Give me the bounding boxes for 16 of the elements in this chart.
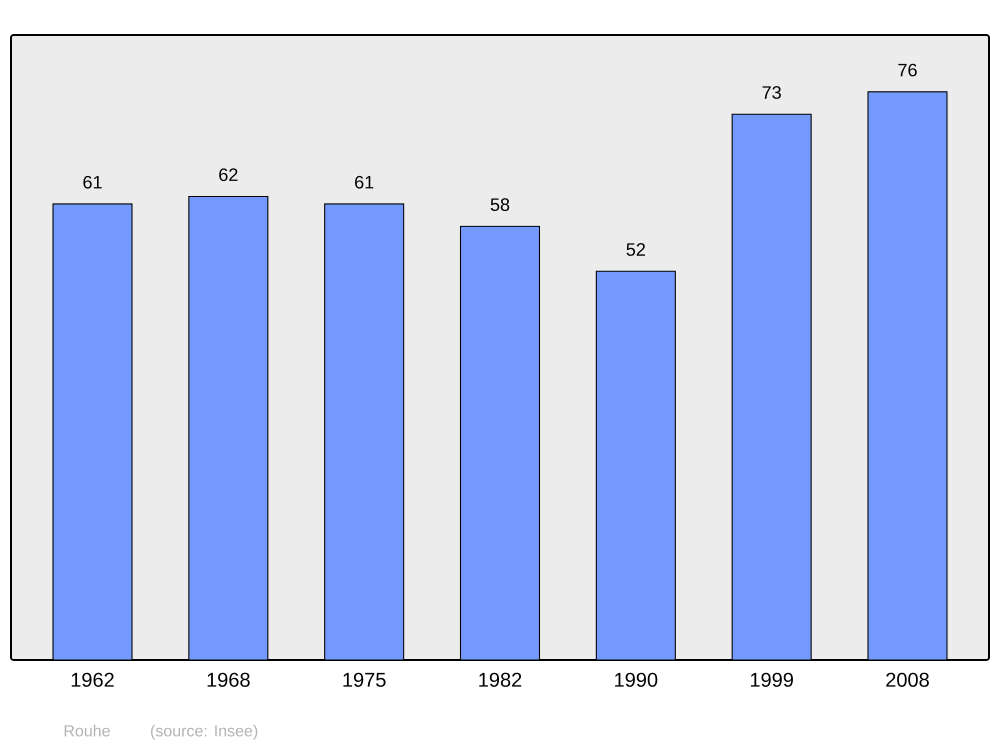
- data-label: 73: [762, 86, 781, 99]
- data-label: 61: [355, 176, 374, 189]
- data-label: 62: [219, 168, 238, 182]
- x-tick-label: 1990: [615, 672, 658, 687]
- data-label: 58: [490, 198, 510, 212]
- x-tick-label: 2008: [886, 672, 929, 687]
- x-tick-label: 1962: [72, 672, 114, 687]
- data-label: 76: [898, 64, 917, 76]
- text: (source: Insee): [151, 724, 258, 740]
- x-tick-label: 1975: [343, 672, 386, 687]
- data-label: 61: [83, 176, 102, 189]
- x-tick-label: 1982: [479, 672, 522, 687]
- x-tick-label: 1968: [208, 672, 250, 687]
- text: Rouhe: [64, 724, 110, 736]
- x-tick-label: 1999: [750, 672, 793, 687]
- data-label: 52: [626, 243, 645, 256]
